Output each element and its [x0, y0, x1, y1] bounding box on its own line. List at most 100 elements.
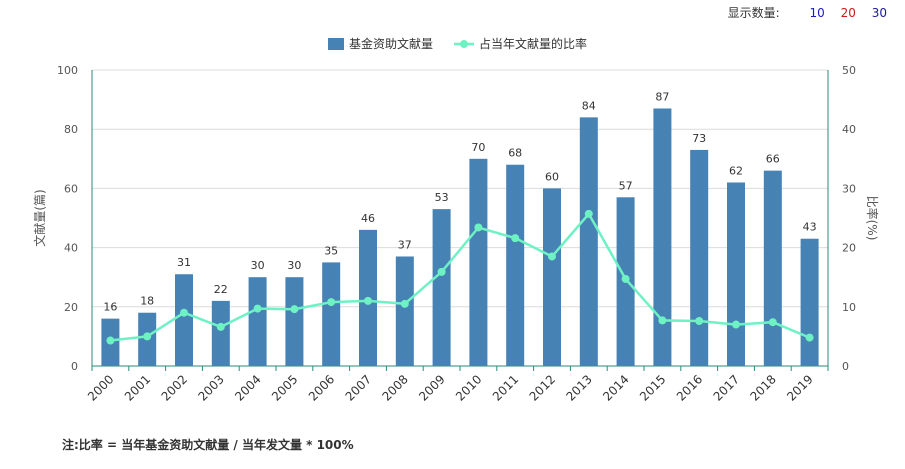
y2-tick-label: 0 — [842, 360, 849, 373]
bar-value-label: 31 — [177, 256, 191, 269]
bar — [800, 238, 819, 366]
x-tick-label: 2010 — [453, 372, 484, 403]
bar — [395, 256, 414, 366]
bar — [175, 274, 193, 366]
y-axis-title: 文献量(篇) — [32, 189, 47, 246]
bar — [322, 262, 341, 366]
x-tick-label: 2016 — [674, 372, 705, 403]
bar — [506, 164, 525, 366]
bar — [579, 117, 598, 366]
y-tick-label: 100 — [57, 64, 78, 77]
bar — [653, 108, 672, 366]
bar — [690, 149, 709, 366]
ratio-point — [768, 318, 777, 327]
ratio-point — [548, 252, 556, 261]
x-tick-label: 2019 — [784, 372, 815, 403]
ratio-line — [110, 211, 811, 342]
bar-value-label: 60 — [545, 170, 559, 183]
x-tick-label: 2004 — [232, 372, 263, 403]
ratio-point — [364, 296, 372, 305]
ratio-point — [658, 316, 667, 325]
bar-value-label: 57 — [619, 179, 633, 192]
bar — [285, 277, 304, 366]
ratio-point — [180, 308, 188, 317]
bar-value-label: 30 — [251, 259, 265, 272]
x-tick-label: 2002 — [159, 372, 190, 403]
ratio-point — [584, 209, 593, 218]
bar-value-label: 68 — [508, 147, 522, 160]
ratio-point — [106, 336, 115, 345]
x-tick-label: 2017 — [711, 372, 742, 403]
bar — [432, 209, 451, 366]
ratio-point — [732, 320, 740, 329]
bar-value-label: 30 — [287, 259, 301, 272]
x-tick-label: 2014 — [600, 372, 631, 403]
x-tick-label: 2009 — [416, 372, 447, 403]
bar — [211, 300, 230, 366]
x-tick-label: 2003 — [195, 372, 226, 403]
y2-tick-label: 20 — [842, 242, 856, 255]
bar-value-label: 66 — [766, 153, 780, 166]
display-count-label: 显示数量: — [727, 6, 780, 20]
ratio-point — [695, 317, 704, 326]
bar-value-label: 22 — [214, 283, 228, 296]
footnote: 注:比率 = 当年基金资助文献量 / 当年发文量 * 100% — [62, 438, 354, 452]
y-tick-label: 60 — [64, 182, 78, 195]
ratio-point — [253, 304, 262, 313]
ratio-point — [290, 305, 299, 314]
bar — [763, 170, 782, 366]
ratio-point — [437, 267, 446, 276]
ratio-point — [400, 299, 409, 308]
bar — [543, 188, 561, 366]
ratio-point — [143, 332, 152, 341]
x-tick-label: 2007 — [343, 372, 374, 403]
x-tick-label: 2006 — [306, 372, 337, 403]
ratio-point — [511, 234, 520, 243]
display-count-option-10[interactable]: 10 — [809, 6, 825, 20]
legend-line-marker — [460, 40, 468, 48]
x-tick-label: 2008 — [379, 372, 410, 403]
bar — [727, 182, 745, 366]
ratio-point — [474, 223, 483, 232]
y2-tick-label: 40 — [842, 123, 856, 136]
bar-value-label: 53 — [435, 191, 449, 204]
bar-value-label: 46 — [361, 212, 375, 225]
y2-axis-title: 比率(%) — [865, 196, 880, 241]
ratio-point — [327, 298, 336, 307]
y2-tick-label: 10 — [842, 301, 856, 314]
y-tick-label: 80 — [64, 123, 78, 136]
display-count-option-30[interactable]: 30 — [871, 6, 887, 20]
bar-value-label: 37 — [398, 238, 412, 251]
x-tick-label: 2018 — [747, 372, 778, 403]
bar — [469, 158, 488, 366]
ratio-point — [805, 333, 814, 342]
ratio-point — [216, 322, 225, 331]
ratio-point — [621, 274, 630, 283]
x-tick-label: 2015 — [637, 372, 668, 403]
bar-value-label: 87 — [655, 90, 669, 103]
legend-bar-label: 基金资助文献量 — [349, 36, 433, 51]
display-count-option-20[interactable]: 20 — [840, 6, 856, 20]
legend-line-label: 占当年文献量的比率 — [479, 36, 587, 51]
bar-value-label: 73 — [692, 132, 706, 145]
y-tick-label: 0 — [71, 360, 78, 373]
display-count-bar: 显示数量: 10 20 30 — [728, 4, 887, 21]
x-tick-label: 2011 — [490, 372, 521, 403]
bar — [248, 277, 267, 366]
bar-value-label: 84 — [582, 99, 596, 112]
legend-bar-swatch — [328, 38, 344, 50]
bar-value-label: 70 — [471, 141, 485, 154]
x-tick-label: 2001 — [122, 372, 153, 403]
bar-value-label: 43 — [803, 221, 817, 234]
x-tick-label: 2012 — [527, 372, 558, 403]
bar-value-label: 16 — [103, 301, 117, 314]
bar-value-label: 18 — [140, 295, 154, 308]
x-tick-label: 2000 — [85, 372, 116, 403]
x-tick-label: 2013 — [563, 372, 594, 403]
y-tick-label: 20 — [64, 301, 78, 314]
bar-value-label: 62 — [729, 164, 743, 177]
bar-value-label: 35 — [324, 244, 338, 257]
y2-tick-label: 50 — [842, 64, 856, 77]
y-tick-label: 40 — [64, 242, 78, 255]
